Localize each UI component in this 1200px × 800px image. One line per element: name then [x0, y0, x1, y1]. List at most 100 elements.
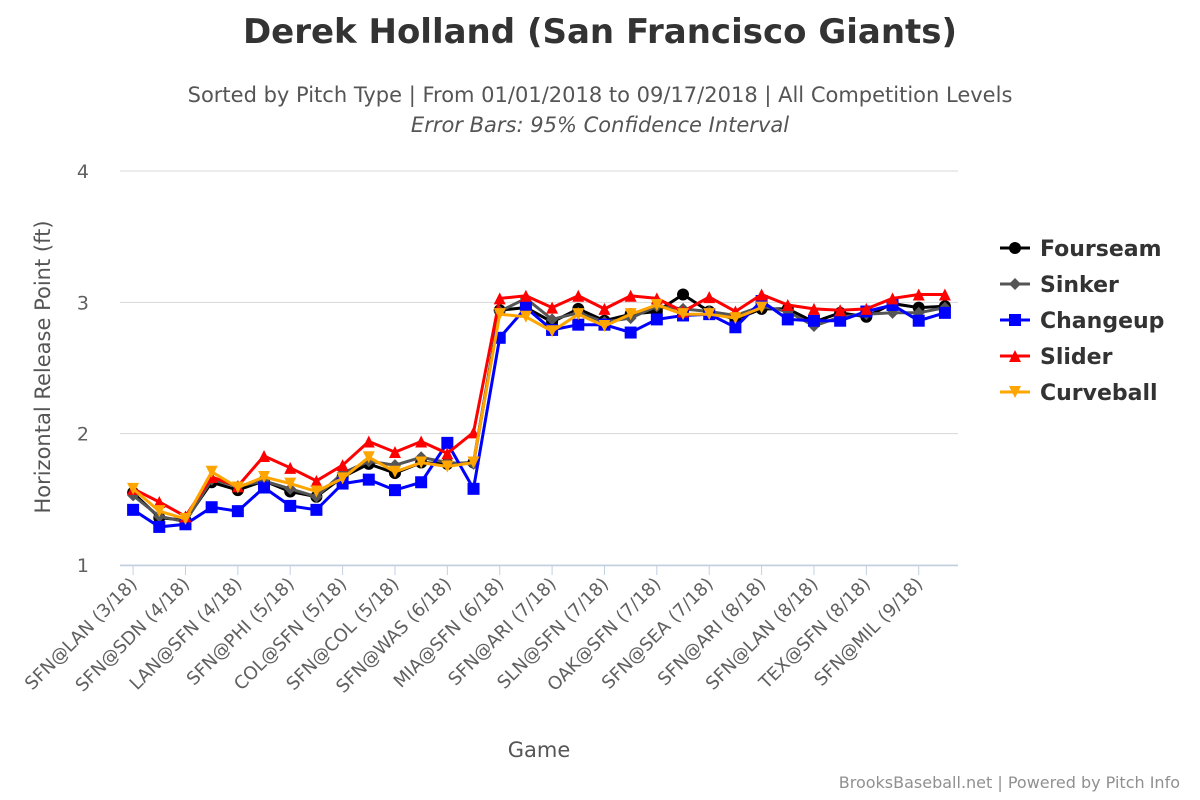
data-point-curveball[interactable] [179, 513, 192, 526]
data-point-changeup[interactable] [153, 520, 166, 533]
data-point-slider[interactable] [284, 461, 297, 474]
legend-symbol[interactable] [1009, 314, 1021, 326]
data-point-slider[interactable] [703, 291, 716, 304]
data-point-changeup[interactable] [362, 473, 375, 486]
data-point-changeup[interactable] [624, 326, 637, 339]
data-point-changeup[interactable] [231, 505, 244, 518]
legend-item-fourseam[interactable]: Fourseam [1000, 237, 1162, 262]
x-axis-label: Game [508, 738, 571, 762]
credits[interactable]: BrooksBaseball.net | Powered by Pitch In… [838, 773, 1180, 792]
data-point-changeup[interactable] [388, 484, 401, 497]
legend-item-curveball[interactable]: Curveball [1000, 381, 1158, 406]
data-point-curveball[interactable] [677, 308, 690, 321]
data-point-curveball[interactable] [205, 465, 218, 478]
data-point-changeup[interactable] [729, 321, 742, 334]
data-point-curveball[interactable] [258, 471, 271, 484]
legend-symbol[interactable] [1009, 386, 1021, 398]
data-point-slider[interactable] [336, 459, 349, 472]
chart-error-bar-note: Error Bars: 95% Confidence Interval [410, 113, 790, 137]
data-point-curveball[interactable] [127, 482, 140, 495]
legend-item-sinker[interactable]: Sinker [1000, 273, 1119, 298]
data-point-slider[interactable] [755, 288, 768, 301]
data-point-changeup[interactable] [572, 318, 585, 331]
legend-label: Fourseam [1040, 237, 1162, 262]
y-tick-label: 4 [77, 161, 89, 183]
data-point-slider[interactable] [834, 304, 847, 317]
data-point-changeup[interactable] [258, 481, 271, 494]
data-point-changeup[interactable] [519, 301, 532, 314]
data-point-slider[interactable] [467, 426, 480, 439]
data-point-curveball[interactable] [284, 477, 297, 490]
data-point-curveball[interactable] [153, 505, 166, 518]
data-point-sinker[interactable] [546, 313, 559, 326]
data-point-curveball[interactable] [336, 472, 349, 485]
data-point-slider[interactable] [362, 435, 375, 448]
y-tick-label: 1 [77, 555, 89, 577]
data-point-curveball[interactable] [388, 465, 401, 478]
data-point-curveball[interactable] [441, 460, 454, 473]
data-point-changeup[interactable] [205, 501, 218, 514]
data-point-curveball[interactable] [598, 319, 611, 332]
data-point-slider[interactable] [860, 302, 873, 315]
legend-label: Sinker [1040, 273, 1119, 298]
data-point-changeup[interactable] [781, 313, 794, 326]
data-point-curveball[interactable] [572, 308, 585, 321]
data-point-slider[interactable] [519, 289, 532, 302]
data-point-changeup[interactable] [938, 306, 951, 319]
data-point-changeup[interactable] [415, 476, 428, 489]
data-point-slider[interactable] [258, 449, 271, 462]
data-point-curveball[interactable] [362, 451, 375, 464]
data-point-curveball[interactable] [231, 481, 244, 494]
data-point-changeup[interactable] [284, 499, 297, 512]
data-point-changeup[interactable] [467, 482, 480, 495]
data-point-changeup[interactable] [807, 314, 820, 327]
series-sinker [127, 292, 951, 528]
data-point-changeup[interactable] [127, 503, 140, 516]
legend-symbol[interactable] [1009, 278, 1021, 290]
data-point-curveball[interactable] [624, 308, 637, 321]
data-point-slider[interactable] [153, 495, 166, 508]
series-slider [127, 288, 951, 523]
data-point-changeup[interactable] [441, 436, 454, 449]
chart-title: Derek Holland (San Francisco Giants) [242, 12, 958, 52]
data-point-slider[interactable] [388, 446, 401, 459]
data-point-slider[interactable] [807, 302, 820, 315]
data-point-curveball[interactable] [519, 310, 532, 323]
data-point-curveball[interactable] [729, 312, 742, 325]
legend-item-changeup[interactable]: Changeup [1000, 309, 1164, 334]
data-point-slider[interactable] [912, 288, 925, 301]
data-point-curveball[interactable] [546, 325, 559, 338]
data-point-changeup[interactable] [650, 313, 663, 326]
data-point-changeup[interactable] [310, 503, 323, 516]
legend-symbol[interactable] [1009, 350, 1021, 362]
data-point-changeup[interactable] [834, 314, 847, 327]
series-line-slider [132, 292, 945, 519]
data-point-curveball[interactable] [703, 308, 716, 321]
data-point-slider[interactable] [493, 292, 506, 305]
data-point-curveball[interactable] [310, 485, 323, 498]
data-point-slider[interactable] [886, 292, 899, 305]
data-point-slider[interactable] [781, 298, 794, 311]
data-point-curveball[interactable] [415, 456, 428, 469]
data-point-curveball[interactable] [650, 298, 663, 311]
series-line-sinker [132, 296, 946, 524]
data-point-curveball[interactable] [755, 301, 768, 314]
data-point-slider[interactable] [441, 447, 454, 460]
data-point-curveball[interactable] [467, 456, 480, 469]
data-point-fourseam[interactable] [677, 288, 690, 301]
data-point-changeup[interactable] [912, 314, 925, 327]
legend-item-slider[interactable]: Slider [1000, 345, 1113, 370]
data-point-slider[interactable] [572, 289, 585, 302]
data-point-slider[interactable] [310, 474, 323, 487]
data-point-slider[interactable] [415, 435, 428, 448]
legend[interactable]: Fourseam Sinker Changeup Slider Curveball [1000, 237, 1164, 406]
data-point-curveball[interactable] [493, 308, 506, 321]
series-line-changeup [132, 299, 946, 529]
data-point-slider[interactable] [938, 288, 951, 301]
data-point-slider[interactable] [598, 302, 611, 315]
legend-symbol[interactable] [1009, 242, 1021, 254]
data-point-slider[interactable] [546, 301, 559, 314]
chart-subtitle: Sorted by Pitch Type | From 01/01/2018 t… [187, 83, 1013, 107]
data-point-slider[interactable] [624, 289, 637, 302]
